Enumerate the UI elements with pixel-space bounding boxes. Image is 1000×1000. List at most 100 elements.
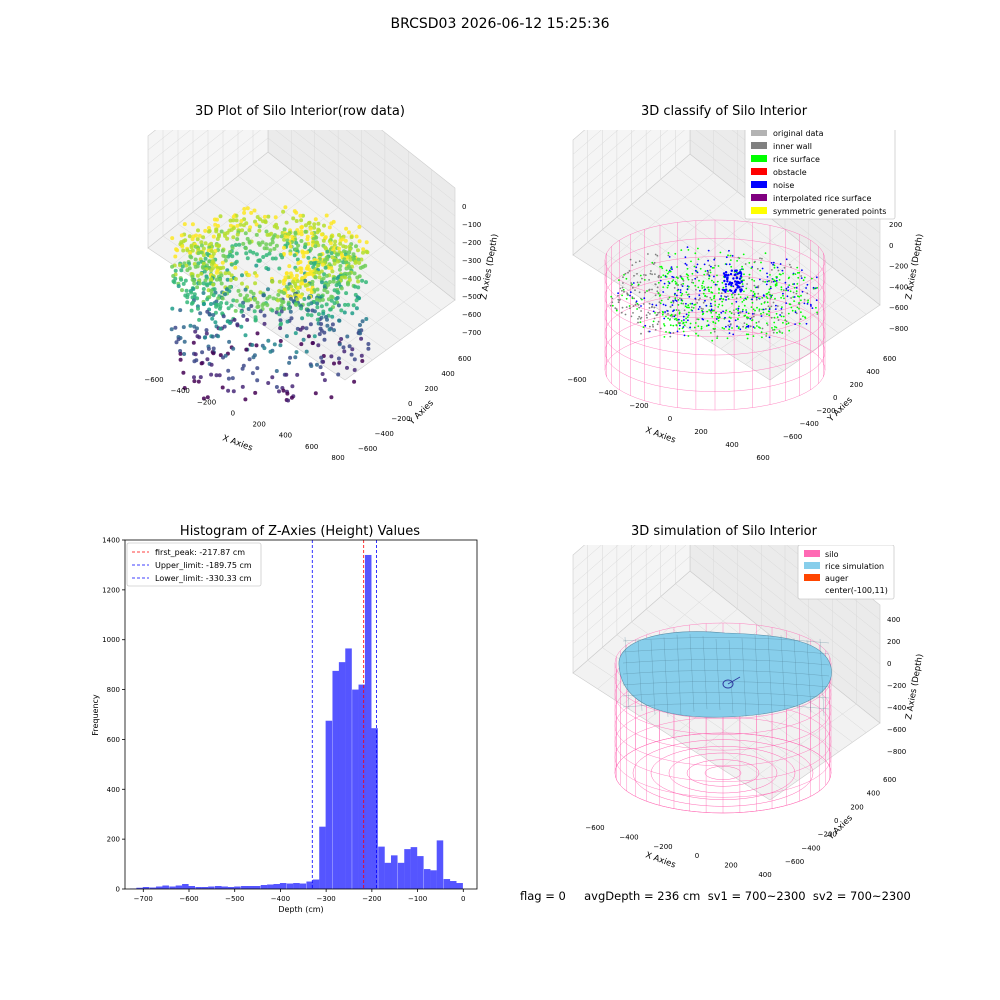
classified-point (681, 285, 684, 287)
data-point (223, 271, 228, 276)
data-point (359, 336, 364, 341)
classified-point (745, 309, 747, 311)
data-point (213, 310, 218, 315)
classified-point (713, 294, 716, 297)
data-point (225, 277, 230, 282)
floor-ring (704, 766, 742, 780)
data-point (270, 375, 275, 380)
classified-point (685, 313, 688, 316)
classified-point (787, 312, 790, 315)
status-footer: flag = 0 avgDepth = 236 cm sv1 = 700~230… (520, 889, 911, 903)
rice-simulation-surface (618, 631, 832, 718)
classified-point (687, 304, 690, 307)
classified-point (753, 284, 756, 287)
classified-point (757, 285, 760, 288)
data-point (261, 255, 266, 259)
data-point (199, 240, 204, 245)
classified-point (728, 263, 731, 266)
classified-point (711, 291, 714, 294)
y-tick-label: 600 (107, 736, 120, 744)
classified-point (653, 306, 656, 309)
mesh-line (663, 637, 669, 717)
noise-point (726, 276, 729, 280)
classified-point (768, 336, 771, 339)
classified-point (684, 305, 687, 308)
tick-label: 400 (725, 441, 738, 449)
classified-point (777, 319, 780, 321)
mesh-line (676, 634, 682, 716)
mesh-line (622, 648, 830, 655)
legend-swatch (751, 168, 767, 175)
data-point (270, 279, 275, 284)
classified-point (797, 276, 800, 279)
noise-point (728, 281, 732, 284)
data-point (365, 250, 370, 255)
classified-point (694, 277, 697, 280)
classified-point (767, 305, 770, 308)
data-point (242, 207, 247, 211)
classified-point (769, 293, 771, 296)
data-point (331, 279, 336, 284)
data-point (197, 317, 202, 322)
x-tick-label: −400 (271, 895, 290, 903)
classified-point (611, 304, 614, 307)
classified-point (636, 308, 638, 310)
data-point (312, 262, 317, 267)
noise-point (724, 271, 728, 274)
classified-point (635, 300, 638, 303)
legend-label: first_peak: -217.87 cm (155, 548, 245, 557)
data-point (318, 365, 323, 370)
data-point (322, 223, 326, 228)
classified-point (754, 260, 756, 263)
classified-point (733, 313, 736, 316)
classified-point (678, 312, 681, 315)
data-point (241, 300, 246, 305)
classified-point (662, 303, 665, 306)
classified-point (662, 311, 664, 314)
data-point (294, 273, 299, 278)
classified-point (728, 325, 731, 328)
classified-point (652, 320, 655, 323)
classified-point (772, 331, 775, 334)
data-point (234, 251, 239, 256)
data-point (294, 350, 299, 355)
classified-point (793, 296, 796, 298)
classified-point (745, 333, 748, 336)
data-point (304, 349, 309, 354)
data-point (193, 257, 198, 262)
data-point (270, 256, 275, 261)
data-point (303, 283, 308, 288)
histogram-bar (227, 887, 235, 889)
classified-point (727, 290, 729, 292)
classified-point (691, 302, 694, 305)
classified-point (643, 297, 646, 300)
classified-point (725, 299, 727, 301)
classified-point (785, 320, 788, 323)
data-point (253, 390, 258, 395)
classified-point (743, 290, 745, 293)
classified-point (729, 254, 732, 257)
classified-point (716, 280, 719, 283)
classified-point (721, 304, 724, 307)
tick-label: 0 (668, 415, 672, 423)
data-point (356, 285, 361, 290)
data-point (201, 281, 206, 286)
noise-point (735, 276, 739, 279)
data-point (357, 260, 362, 265)
classified-point (717, 317, 720, 320)
data-point (173, 254, 178, 259)
noise-point (739, 270, 742, 273)
histogram-bars (129, 554, 463, 890)
classified-point (640, 332, 642, 335)
data-point (315, 301, 320, 306)
classified-point (667, 284, 670, 287)
data-point (298, 327, 303, 332)
data-point (321, 238, 326, 243)
x-tick-label: −200 (362, 895, 381, 903)
tick-label: 400 (441, 370, 454, 378)
data-point (278, 339, 283, 343)
classified-point (675, 282, 678, 284)
grid-line (320, 281, 432, 364)
